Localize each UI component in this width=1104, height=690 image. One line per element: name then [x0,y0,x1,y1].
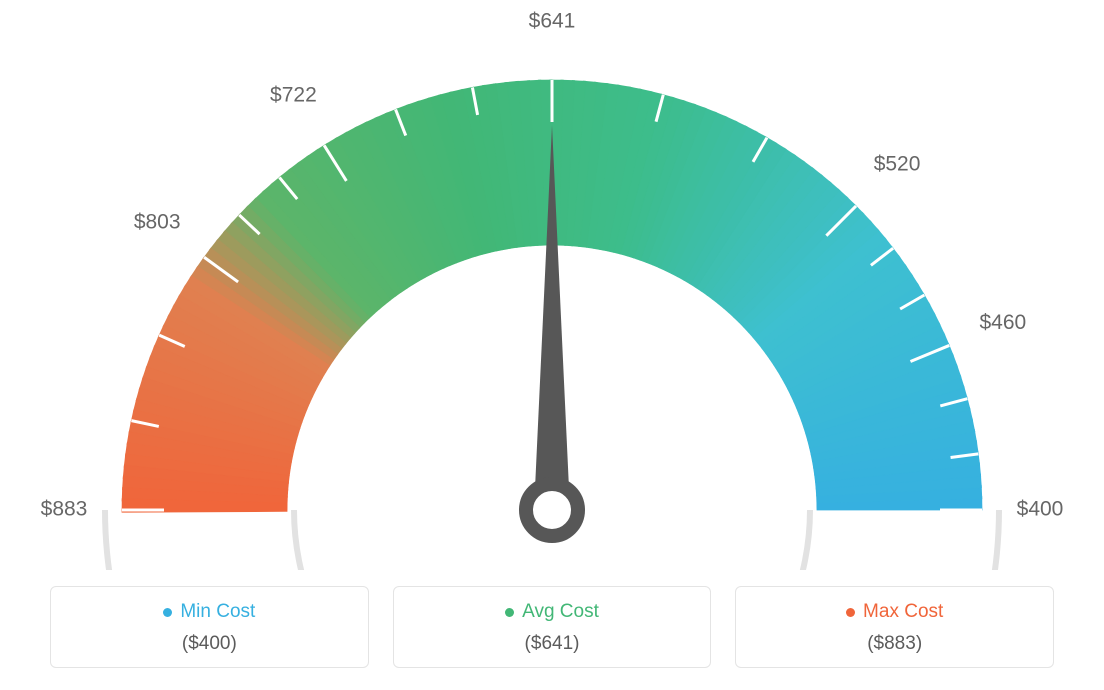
svg-text:$803: $803 [134,211,181,234]
legend-value-max: ($883) [746,633,1043,655]
legend-card-max: Max Cost ($883) [735,586,1054,668]
legend-card-avg: Avg Cost ($641) [393,586,712,668]
legend-label-max: Max Cost [846,601,943,623]
svg-text:$722: $722 [270,84,317,107]
legend-row: Min Cost ($400) Avg Cost ($641) Max Cost… [50,586,1054,668]
svg-text:$400: $400 [1017,498,1064,521]
svg-text:$520: $520 [874,152,921,175]
legend-text-min: Min Cost [180,601,255,623]
cost-gauge: $400 $460 $520 $641 $722 $803 $883 [0,0,1104,570]
legend-dot-min [163,608,172,617]
legend-card-min: Min Cost ($400) [50,586,369,668]
svg-text:$460: $460 [979,311,1026,334]
svg-text:$883: $883 [41,498,88,521]
legend-value-min: ($400) [61,633,358,655]
legend-text-max: Max Cost [863,601,943,623]
legend-label-min: Min Cost [163,601,255,623]
svg-text:$641: $641 [529,10,576,33]
legend-dot-max [846,608,855,617]
legend-value-avg: ($641) [404,633,701,655]
legend-dot-avg [505,608,514,617]
legend-text-avg: Avg Cost [522,601,599,623]
legend-label-avg: Avg Cost [505,601,599,623]
